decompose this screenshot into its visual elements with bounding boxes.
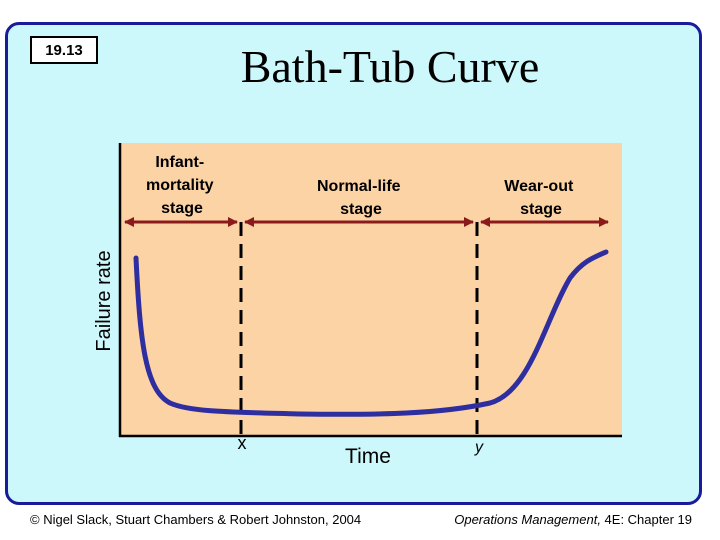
book-reference-footer: Operations Management, 4E: Chapter 19 bbox=[454, 512, 692, 527]
marker-x-label: x bbox=[238, 433, 247, 453]
infant-label-line-3: stage bbox=[161, 200, 203, 217]
book-chapter: 4E: Chapter 19 bbox=[600, 512, 692, 527]
slide-number-box: 19.13 bbox=[30, 36, 98, 64]
infant-label-line-1: Infant- bbox=[155, 154, 204, 171]
wearout-label-line-1: Wear-out bbox=[504, 178, 574, 195]
x-axis-label: Time bbox=[345, 445, 391, 468]
y-axis-label: Failure rate bbox=[93, 250, 115, 351]
wearout-label-line-2: stage bbox=[520, 201, 562, 218]
copyright-footer: © Nigel Slack, Stuart Chambers & Robert … bbox=[30, 512, 362, 527]
normal-label-line-1: Normal-life bbox=[317, 178, 401, 195]
infant-stage-label: Infant- mortality stage bbox=[146, 154, 218, 217]
normal-stage-label: Normal-life stage bbox=[317, 178, 405, 218]
normal-label-line-2: stage bbox=[340, 201, 382, 218]
plot-area bbox=[120, 143, 622, 436]
slide-title: Bath-Tub Curve bbox=[240, 41, 540, 92]
infant-label-line-2: mortality bbox=[146, 177, 214, 194]
marker-y-label: y bbox=[474, 439, 484, 456]
failure-rate-curve bbox=[133, 249, 609, 417]
book-title: Operations Management, bbox=[454, 512, 601, 527]
wearout-stage-label: Wear-out stage bbox=[504, 178, 578, 218]
